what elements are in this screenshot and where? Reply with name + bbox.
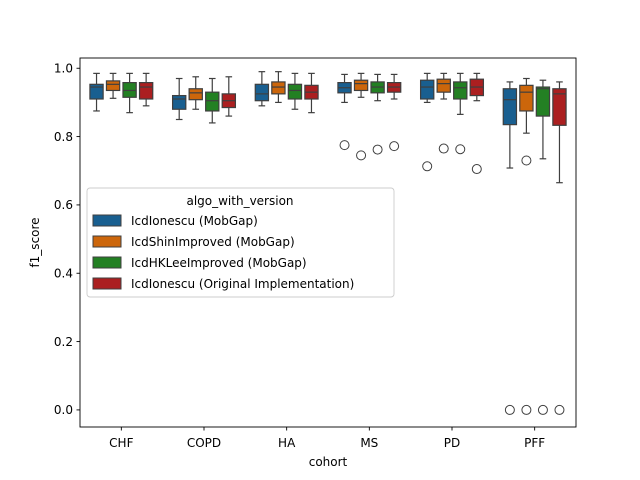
legend-title: algo_with_version xyxy=(186,194,293,208)
box-body xyxy=(254,83,270,102)
box-body xyxy=(287,83,303,100)
outlier-point xyxy=(504,404,515,415)
outlier-point xyxy=(471,164,482,175)
box-COPD-1 xyxy=(188,76,203,110)
box-body xyxy=(171,94,187,110)
box-body xyxy=(89,83,104,100)
legend-swatch xyxy=(92,256,122,269)
outlier-point xyxy=(554,404,565,415)
legend-label: IcdHKLeeImproved (MobGap) xyxy=(131,256,307,270)
box-MS-0 xyxy=(337,73,352,151)
box-body xyxy=(436,78,451,93)
legend-swatch xyxy=(92,235,122,248)
box-PFF-2 xyxy=(535,79,551,415)
box-body xyxy=(419,79,435,100)
outlier-point xyxy=(339,140,350,151)
outlier-point xyxy=(372,144,383,155)
x-tick-label: COPD xyxy=(187,436,221,450)
outlier-point xyxy=(521,155,532,166)
box-HA-3 xyxy=(304,72,319,114)
y-tick-label: 0.8 xyxy=(54,130,73,144)
box-PD-3 xyxy=(469,72,485,175)
x-axis-label: cohort xyxy=(309,455,348,469)
box-PD-2 xyxy=(453,72,468,155)
legend: algo_with_version IcdIonescu (MobGap) Icd… xyxy=(86,187,395,298)
box-COPD-2 xyxy=(205,77,220,124)
box-body xyxy=(205,91,220,112)
box-PFF-1 xyxy=(519,77,534,415)
x-tick-label: PD xyxy=(444,436,460,450)
x-tick-label: MS xyxy=(360,436,378,450)
legend-label: IcdIonescu (Original Implementation) xyxy=(131,277,354,291)
y-tick-label: 1.0 xyxy=(54,62,73,76)
box-PFF-3 xyxy=(552,81,567,415)
box-COPD-3 xyxy=(221,76,237,117)
axes-frame xyxy=(79,57,577,428)
box-body xyxy=(138,81,154,100)
box-MS-3 xyxy=(386,73,402,152)
box-CHF-0 xyxy=(89,72,104,112)
box-CHF-3 xyxy=(138,72,154,107)
box-body xyxy=(519,84,534,112)
outlier-point xyxy=(356,150,367,161)
legend-label: IcdIonescu (MobGap) xyxy=(131,214,258,228)
legend-swatch xyxy=(92,214,122,227)
box-body xyxy=(105,80,121,92)
box-MS-1 xyxy=(353,72,369,161)
box-body xyxy=(453,81,468,100)
y-tick-label: 0.6 xyxy=(54,198,73,212)
outlier-point xyxy=(422,161,433,172)
legend-label: IcdShinImproved (MobGap) xyxy=(131,235,295,249)
box-body xyxy=(188,88,203,101)
box-HA-1 xyxy=(271,71,286,104)
box-CHF-1 xyxy=(105,72,121,99)
axes xyxy=(79,57,577,428)
box-HA-2 xyxy=(287,72,303,110)
x-tick-label: HA xyxy=(278,436,296,450)
outlier-point xyxy=(455,144,466,155)
x-tick-label: CHF xyxy=(109,436,133,450)
outlier-point xyxy=(438,143,449,154)
x-tick-label: PFF xyxy=(524,436,545,450)
box-COPD-0 xyxy=(171,77,187,121)
outlier-point xyxy=(537,404,548,415)
box-HA-0 xyxy=(254,71,270,107)
box-PD-1 xyxy=(436,72,451,154)
legend-swatch xyxy=(92,277,122,290)
box-CHF-2 xyxy=(122,72,137,114)
box-body xyxy=(271,81,286,95)
box-PFF-0 xyxy=(502,81,518,415)
box-MS-2 xyxy=(370,73,385,155)
y-axis-label: f1_score xyxy=(28,217,42,267)
legend-frame xyxy=(86,187,395,298)
tick-layer: 0.0 0.2 0.4 0.6 0.8 1.0 CHF COPD HA MS PD PFF xyxy=(54,62,545,450)
y-tick-label: 0.4 xyxy=(54,267,73,281)
outlier-point xyxy=(521,404,532,415)
box-body xyxy=(535,86,551,117)
y-tick-label: 0.0 xyxy=(54,403,73,417)
y-tick-label: 0.2 xyxy=(54,335,73,349)
outlier-point xyxy=(389,141,400,152)
box-body xyxy=(353,79,369,92)
box-body xyxy=(502,88,518,126)
box-body xyxy=(552,88,567,126)
box-PD-0 xyxy=(419,72,435,172)
plot-area xyxy=(89,71,567,415)
